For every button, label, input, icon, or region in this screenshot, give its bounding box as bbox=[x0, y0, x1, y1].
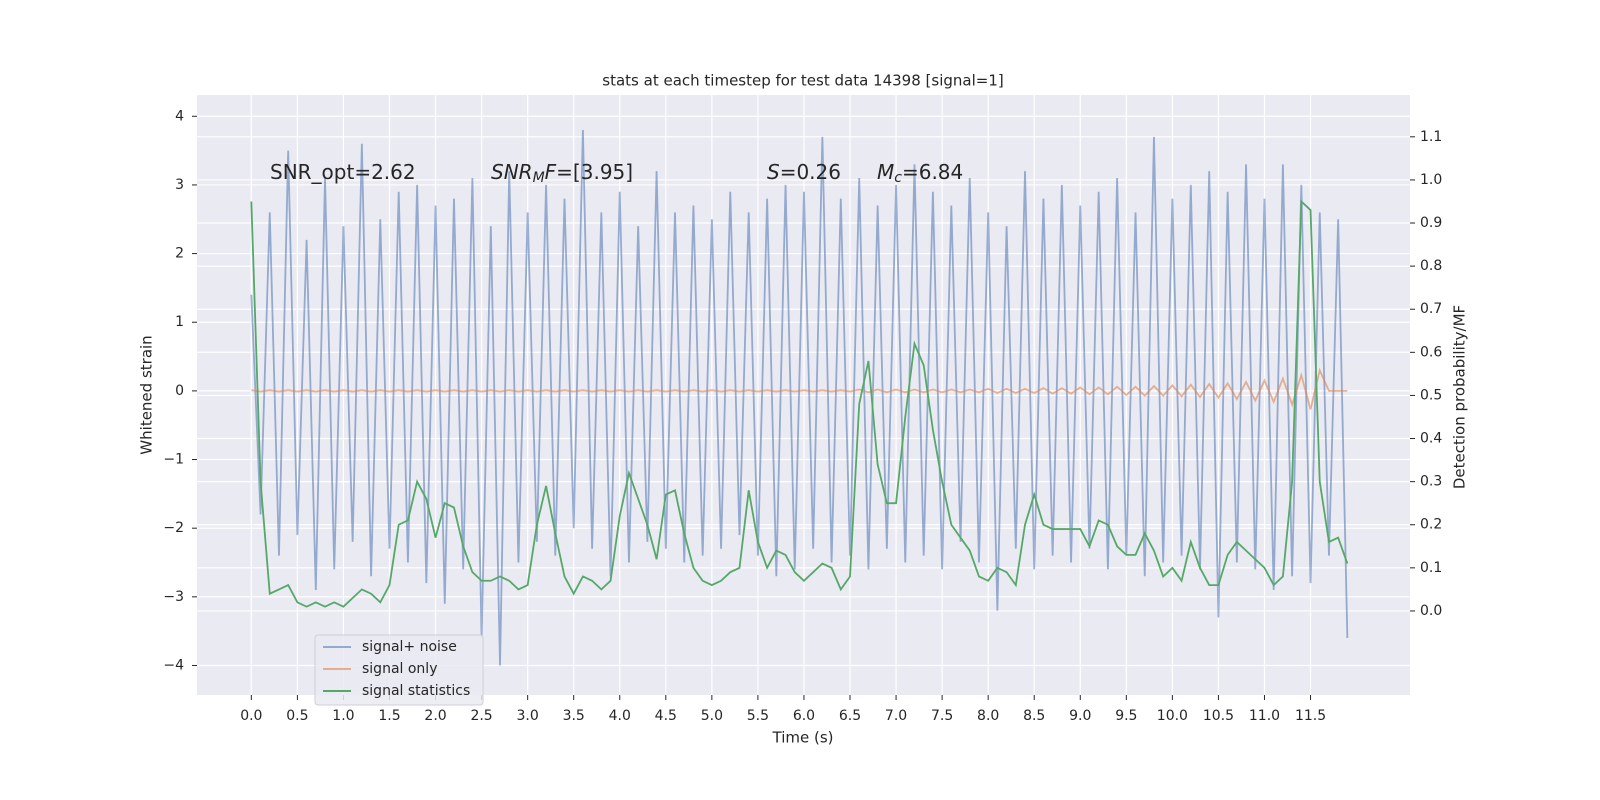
annotation-part: M bbox=[533, 170, 545, 186]
annotation-part: M bbox=[877, 160, 894, 184]
y-tick-label: 1 bbox=[175, 314, 184, 330]
x-tick-label: 0.0 bbox=[240, 708, 262, 724]
x-tick-label: 0.5 bbox=[286, 708, 308, 724]
x-tick-label: 2.5 bbox=[470, 708, 492, 724]
x-tick-label: 6.0 bbox=[793, 708, 815, 724]
x-tick-label: 4.0 bbox=[609, 708, 631, 724]
annotation-part: SNR_opt=2.62 bbox=[270, 160, 416, 184]
y-axis-label: Whitened strain bbox=[138, 335, 156, 454]
y2-tick-label: 0.8 bbox=[1420, 258, 1442, 274]
annotation: S=0.26 Mc=6.84 bbox=[767, 160, 963, 187]
y2-tick-label: 0.4 bbox=[1420, 431, 1442, 447]
x-tick-label: 1.5 bbox=[378, 708, 400, 724]
x-tick-label: 11.0 bbox=[1249, 708, 1280, 724]
annotation: SNR_opt=2.62 bbox=[270, 160, 416, 184]
annotation: SNRMF=[3.95] bbox=[491, 160, 633, 187]
annotation-part: c bbox=[894, 170, 902, 186]
x-tick-label: 2.0 bbox=[424, 708, 446, 724]
x-tick-label: 4.5 bbox=[655, 708, 677, 724]
y-tick-label: 3 bbox=[175, 177, 184, 193]
x-tick-label: 7.0 bbox=[885, 708, 907, 724]
annotation-part: =[3.95] bbox=[556, 160, 633, 184]
annotation-part: S bbox=[767, 160, 780, 184]
annotation-part: SNR bbox=[491, 160, 533, 184]
x-tick-label: 7.5 bbox=[931, 708, 953, 724]
y2-tick-label: 0.0 bbox=[1420, 603, 1442, 619]
x-tick-label: 9.0 bbox=[1069, 708, 1091, 724]
x-axis-label: Time (s) bbox=[772, 729, 834, 747]
legend: signal+ noise signal only signal statistic… bbox=[314, 634, 484, 706]
y-tick-label: −4 bbox=[163, 657, 184, 673]
series-line bbox=[250, 199, 1349, 608]
y-tick-label: 4 bbox=[175, 108, 184, 124]
y-tick-label: −3 bbox=[163, 589, 184, 605]
legend-box bbox=[314, 634, 484, 706]
x-tick-label: 10.0 bbox=[1157, 708, 1188, 724]
y-tick-label: 2 bbox=[175, 246, 184, 262]
x-tick-label: 3.5 bbox=[563, 708, 585, 724]
y2-axis-label: Detection probability/MF bbox=[1451, 305, 1469, 489]
y2-tick-label: 0.3 bbox=[1420, 474, 1442, 490]
y2-tick-label: 0.7 bbox=[1420, 301, 1442, 317]
y2-tick-label: 0.9 bbox=[1420, 215, 1442, 231]
x-tick-label: 6.5 bbox=[839, 708, 861, 724]
y2-tick-label: 0.5 bbox=[1420, 387, 1442, 403]
y-tick-label: −2 bbox=[163, 520, 184, 536]
x-tick-label: 10.5 bbox=[1203, 708, 1234, 724]
legend-label: signal statistics bbox=[362, 683, 470, 699]
series-line bbox=[250, 129, 1349, 666]
y-tick-label: −1 bbox=[163, 452, 184, 468]
y2-tick-label: 0.2 bbox=[1420, 517, 1442, 533]
x-tick-label: 3.0 bbox=[517, 708, 539, 724]
y2-tick-label: 0.1 bbox=[1420, 560, 1442, 576]
x-tick-label: 11.5 bbox=[1295, 708, 1326, 724]
x-tick-label: 9.5 bbox=[1115, 708, 1137, 724]
annotation-part: =6.84 bbox=[902, 160, 963, 184]
y2-tick-label: 0.6 bbox=[1420, 344, 1442, 360]
chart-title: stats at each timestep for test data 143… bbox=[602, 72, 1003, 90]
annotation-part: F bbox=[545, 160, 557, 184]
legend-label: signal+ noise bbox=[362, 639, 457, 655]
y2-tick-label: 1.0 bbox=[1420, 172, 1442, 188]
x-tick-label: 5.5 bbox=[747, 708, 769, 724]
series-line bbox=[251, 367, 1348, 410]
legend-label: signal only bbox=[362, 661, 437, 677]
x-tick-label: 1.0 bbox=[332, 708, 354, 724]
y-tick-label: 0 bbox=[175, 383, 184, 399]
annotation-part: =0.26 bbox=[780, 160, 841, 184]
y2-tick-label: 1.1 bbox=[1420, 129, 1442, 145]
x-tick-label: 8.5 bbox=[1023, 708, 1045, 724]
x-tick-label: 5.0 bbox=[701, 708, 723, 724]
x-tick-label: 8.0 bbox=[977, 708, 999, 724]
